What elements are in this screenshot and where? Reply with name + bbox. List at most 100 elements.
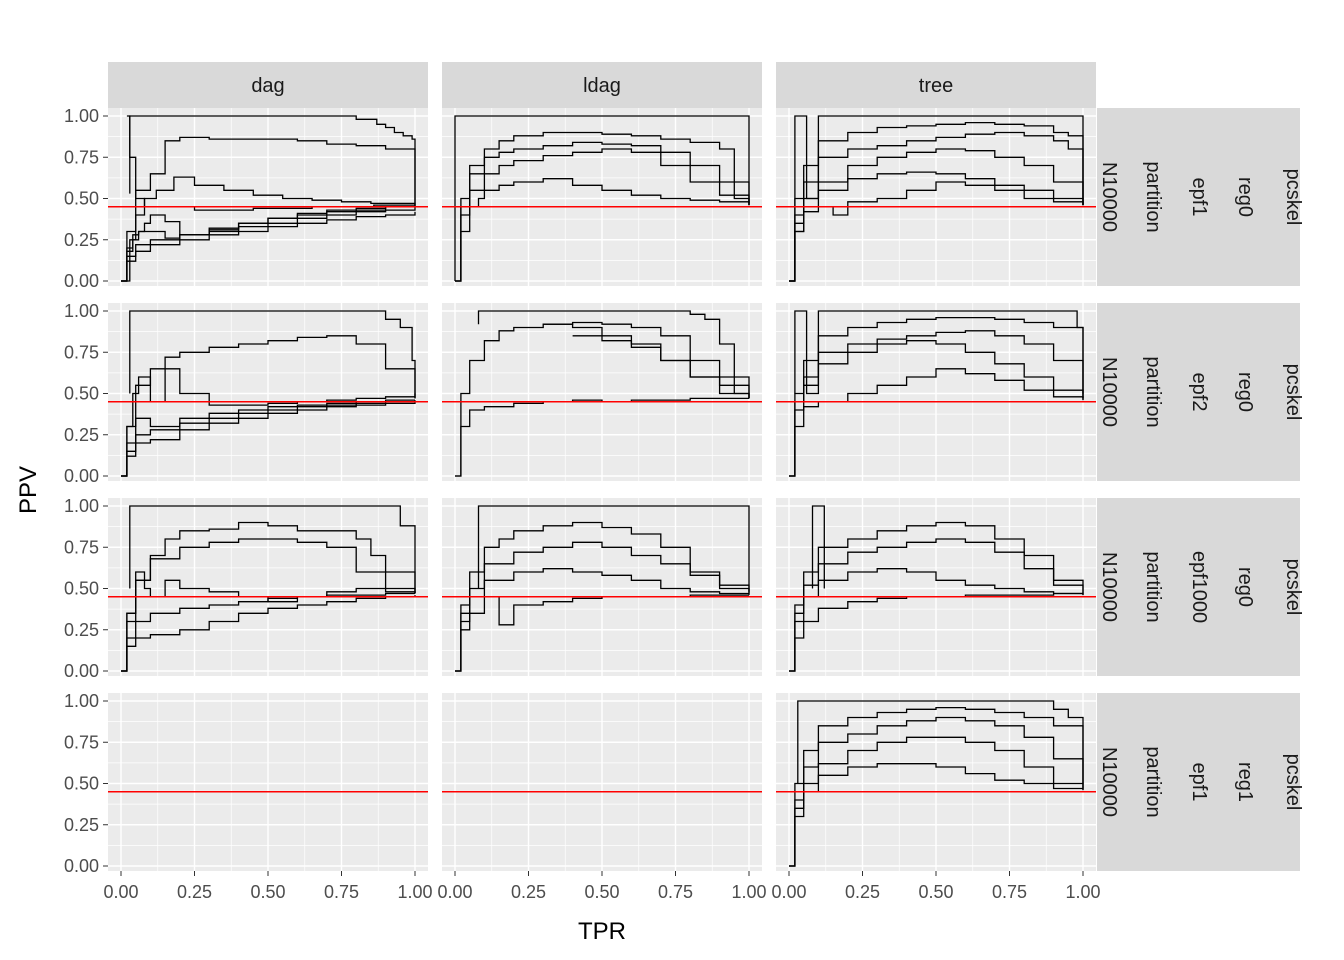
x-tick-label: 0.50	[584, 882, 619, 902]
row-strip-label: epf2	[1188, 373, 1210, 412]
row-strip-label: epf1000	[1188, 551, 1210, 623]
row-strip	[1097, 693, 1300, 871]
series-line	[121, 595, 416, 672]
y-tick-label: 0.75	[64, 732, 99, 752]
y-tick-label: 0.00	[64, 271, 99, 291]
series-line	[797, 700, 1084, 789]
row-strip-label: reg0	[1234, 567, 1256, 607]
x-tick-label: 0.00	[103, 882, 138, 902]
x-tick-label: 0.25	[845, 882, 880, 902]
series-line	[121, 206, 416, 282]
column-strip	[108, 62, 428, 108]
y-tick-label: 1.00	[64, 691, 99, 711]
series-line	[455, 141, 750, 282]
y-tick-label: 0.25	[64, 815, 99, 835]
column-strip	[776, 62, 1096, 108]
row-strip	[1097, 303, 1300, 481]
axes-layer: 0.000.250.500.751.000.000.250.500.751.00…	[64, 106, 1101, 902]
x-axis-title: TPR	[578, 918, 626, 945]
series-line	[789, 716, 1084, 867]
x-tick-label: 1.00	[397, 882, 432, 902]
series-line	[121, 211, 416, 282]
series-line	[789, 181, 1084, 282]
series-line	[789, 538, 1084, 672]
series-line	[789, 763, 1084, 867]
x-tick-label: 0.00	[771, 882, 806, 902]
row-strip-label: reg0	[1234, 177, 1256, 217]
y-tick-label: 0.50	[64, 189, 99, 209]
row-strip-label: N10000	[1098, 747, 1120, 817]
column-strip-label: dag	[251, 75, 284, 97]
series-line	[121, 205, 416, 282]
x-tick-label: 0.50	[918, 882, 953, 902]
series-line	[121, 335, 416, 477]
series-line	[789, 368, 1084, 477]
series-line	[129, 505, 416, 594]
series-line	[789, 316, 1084, 477]
row-strip-label: pcskel	[1282, 754, 1304, 811]
panels-layer	[108, 108, 1096, 871]
series-line	[789, 340, 1084, 477]
series-line	[121, 136, 416, 282]
series-line	[129, 310, 416, 399]
series-line	[455, 148, 750, 282]
series-line	[121, 368, 416, 477]
row-strip	[1097, 498, 1300, 676]
column-strip	[442, 62, 762, 108]
row-strip-label: pcskel	[1282, 169, 1304, 226]
series-line	[121, 176, 416, 282]
series-line	[121, 592, 415, 672]
y-tick-label: 0.75	[64, 147, 99, 167]
y-tick-label: 0.00	[64, 661, 99, 681]
y-axis-title: PPV	[15, 466, 42, 514]
row-strip-label: pcskel	[1282, 559, 1304, 616]
series-line	[543, 323, 750, 399]
column-strip-label: tree	[919, 75, 953, 97]
series-line	[789, 131, 1084, 282]
y-tick-label: 1.00	[64, 496, 99, 516]
y-tick-label: 0.75	[64, 537, 99, 557]
row-strip-label: partition	[1142, 746, 1164, 817]
x-tick-label: 0.75	[992, 882, 1027, 902]
y-tick-label: 1.00	[64, 301, 99, 321]
y-tick-label: 0.25	[64, 230, 99, 250]
series-line	[121, 571, 416, 672]
column-strip-label: ldag	[583, 75, 621, 97]
series-line	[789, 148, 1084, 282]
y-tick-label: 0.00	[64, 856, 99, 876]
row-strip-label: reg0	[1234, 372, 1256, 412]
row-strip-label: epf1	[1188, 763, 1210, 802]
row-strip-label: epf1	[1188, 178, 1210, 217]
row-strip	[1097, 108, 1300, 286]
series-line	[789, 592, 1083, 672]
y-tick-label: 0.50	[64, 774, 99, 794]
series-line	[454, 115, 750, 281]
row-strip-label: partition	[1142, 356, 1164, 427]
series-line	[789, 706, 1084, 867]
y-tick-label: 0.75	[64, 342, 99, 362]
row-strip-label: partition	[1142, 551, 1164, 622]
row-strip-label: partition	[1142, 161, 1164, 232]
y-tick-label: 0.00	[64, 466, 99, 486]
strips-layer: dag ldag tree pcskel reg0 epf1 partition N10000…	[108, 62, 1304, 871]
x-tick-label: 1.00	[731, 882, 766, 902]
y-tick-label: 0.25	[64, 425, 99, 445]
y-tick-label: 0.25	[64, 620, 99, 640]
series-line	[789, 121, 1084, 282]
x-tick-label: 0.25	[177, 882, 212, 902]
y-tick-label: 0.50	[64, 579, 99, 599]
series-line	[477, 505, 750, 594]
series-line	[455, 131, 750, 282]
series-line	[129, 115, 416, 204]
x-tick-label: 0.75	[324, 882, 359, 902]
x-tick-label: 0.50	[250, 882, 285, 902]
row-strip-label: reg1	[1234, 762, 1256, 802]
x-tick-label: 1.00	[1065, 882, 1100, 902]
series-line	[455, 541, 750, 672]
series-line	[121, 401, 416, 477]
series-line	[789, 736, 1084, 867]
series-line	[572, 335, 750, 399]
series-line	[121, 400, 416, 477]
row-strip-label: N10000	[1098, 357, 1120, 427]
